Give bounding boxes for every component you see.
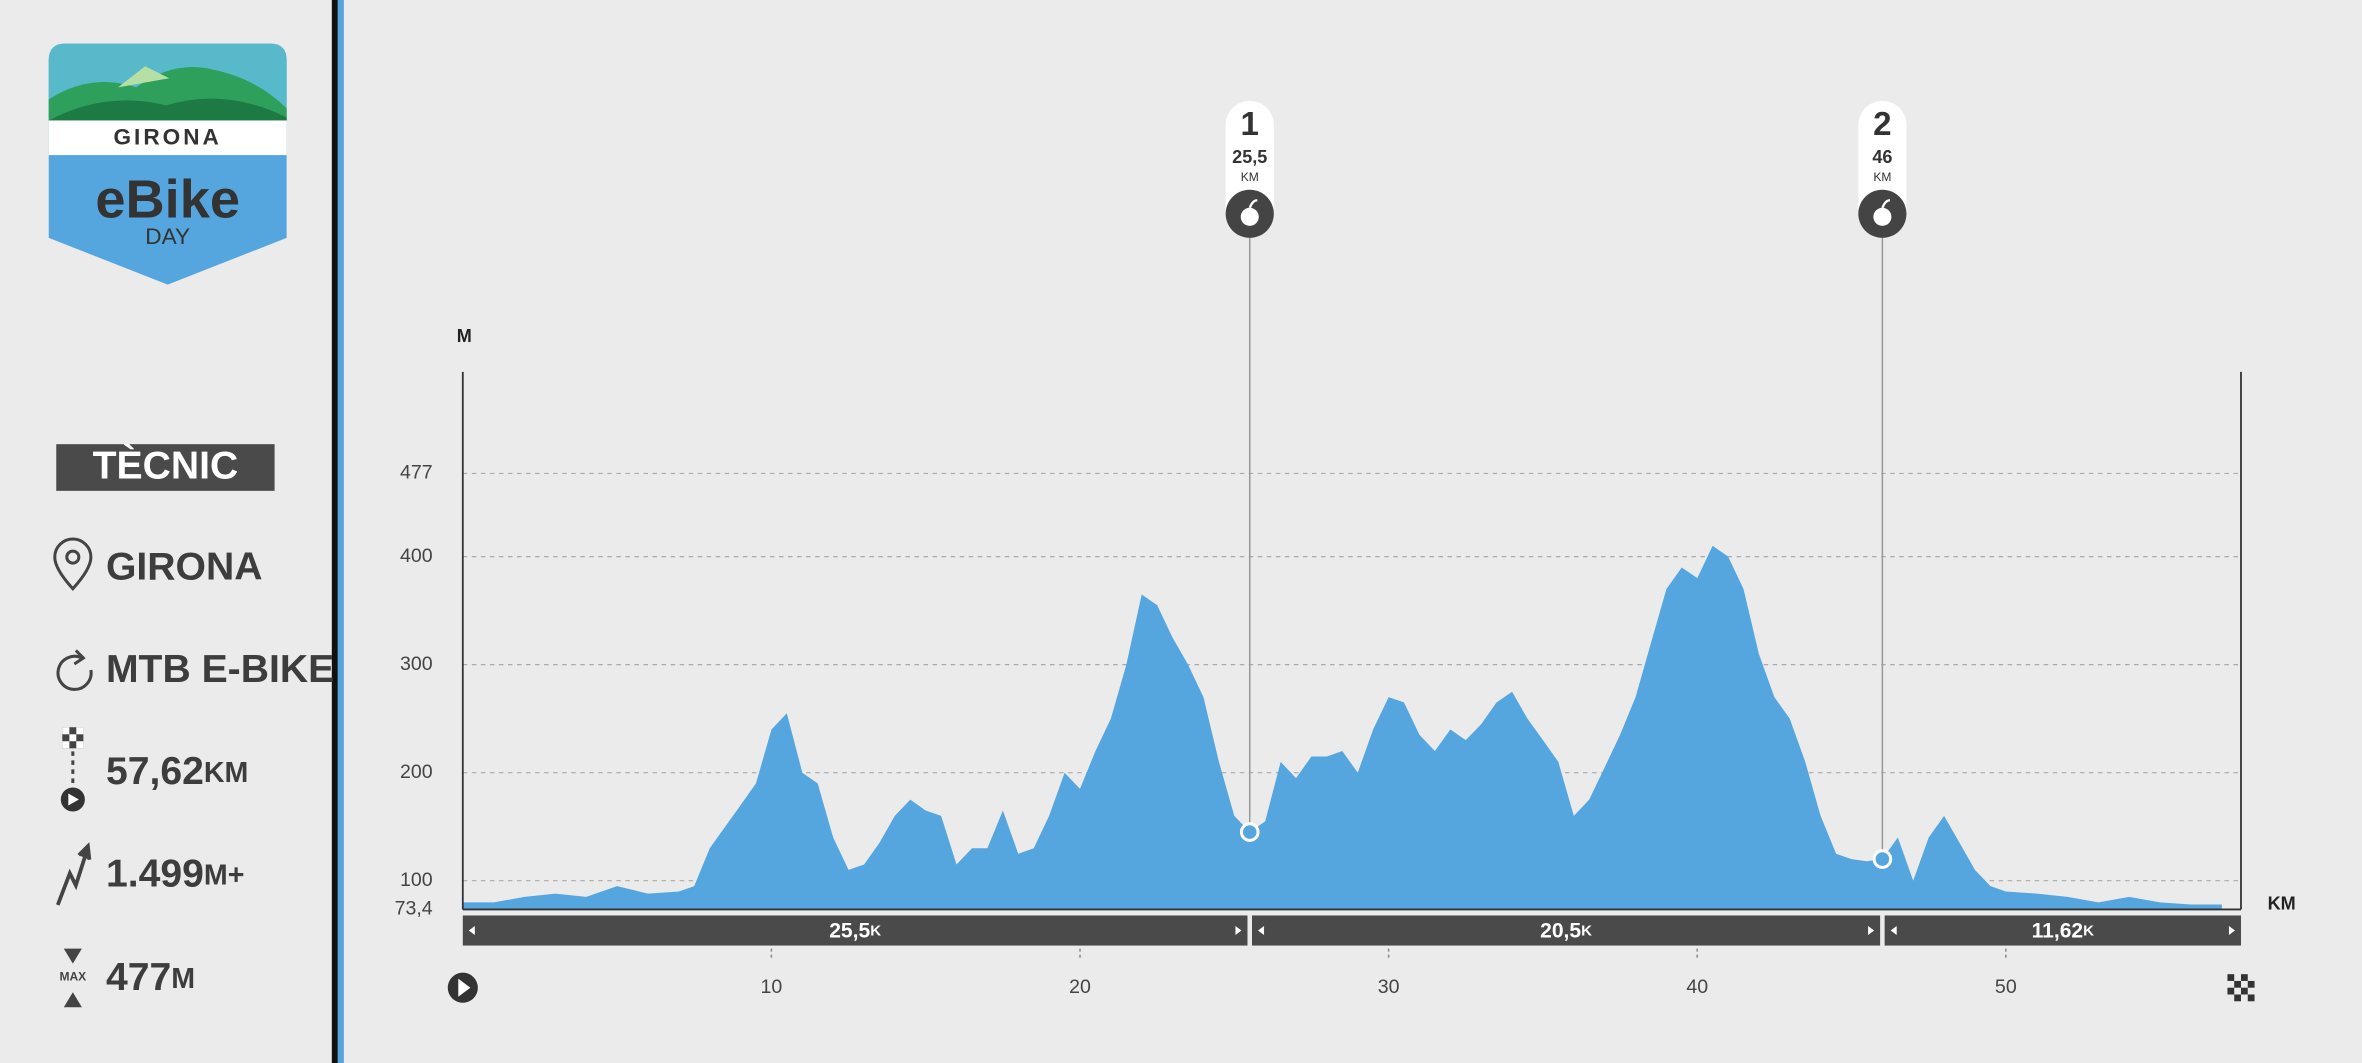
- station-number: 2: [1873, 106, 1891, 143]
- y-tick-label: 200: [400, 761, 433, 783]
- divider-accent: [337, 0, 344, 1063]
- max-unit: M: [171, 963, 195, 995]
- y-axis-label: M: [457, 326, 472, 346]
- segment-label: 11,62K: [2032, 919, 2095, 942]
- y-tick-label: 477: [400, 462, 433, 484]
- finish-cell: [2234, 980, 2241, 988]
- segment-bar: [1252, 915, 1881, 946]
- segment-unit: K: [870, 922, 881, 939]
- y-tick-label: 400: [400, 545, 433, 567]
- distance-unit: KM: [204, 756, 248, 788]
- segment-bar: [1884, 915, 2241, 946]
- station-km: 46: [1872, 147, 1892, 167]
- elevation-area: [462, 545, 2222, 910]
- max-value: 477: [106, 957, 171, 1000]
- segment-unit: K: [1581, 922, 1592, 939]
- distance: 57,62KM: [106, 750, 248, 793]
- climb: 1.499M+: [106, 853, 244, 896]
- logo-sub: DAY: [145, 224, 190, 249]
- segment-unit: K: [2083, 922, 2094, 939]
- apple-icon: [1873, 207, 1892, 226]
- level: TÈCNIC: [93, 444, 239, 488]
- finish-cell: [2247, 980, 2255, 988]
- x-tick-label: 40: [1686, 976, 1708, 998]
- segment-value: 20,5: [1540, 919, 1581, 942]
- location: GIRONA: [106, 545, 263, 588]
- route-icon: [56, 649, 93, 691]
- finish-cell: [2227, 974, 2235, 981]
- station-point: [1872, 849, 1893, 869]
- segment-value: 11,62: [2032, 919, 2084, 942]
- location-icon: [53, 537, 93, 591]
- level-box: [56, 444, 275, 491]
- finish-cell: [2227, 987, 2235, 995]
- station-unit: KM: [1241, 170, 1259, 184]
- climb-value: 1.499: [106, 853, 204, 896]
- finish-cell: [2240, 987, 2248, 995]
- logo: GIRONA eBike DAY: [48, 43, 287, 285]
- station-km: 25,5: [1232, 147, 1267, 167]
- route-type: MTB E-BIKE: [106, 648, 334, 691]
- finish-icon: [2227, 974, 2255, 1002]
- station-unit: KM: [1873, 170, 1891, 184]
- y-tick-label: 100: [400, 869, 433, 891]
- station-point: [1239, 822, 1260, 842]
- apple-leaf: [1881, 199, 1891, 209]
- distance-value: 57,62: [106, 750, 204, 793]
- segment-label: 25,5K: [829, 919, 881, 942]
- finish-cell: [2247, 994, 2255, 1002]
- x-tick-label: 30: [1378, 976, 1400, 998]
- apple-leaf: [1248, 199, 1258, 209]
- start-icon-arrow: [458, 978, 471, 997]
- y-tick-label: 73,4: [395, 898, 433, 920]
- segment-value: 25,5: [829, 919, 870, 942]
- x-axis-label: KM: [2268, 894, 2296, 914]
- segment-label: 20,5K: [1540, 919, 1592, 942]
- climb-icon: [56, 842, 92, 906]
- x-tick-label: 10: [761, 976, 783, 998]
- station-number: 1: [1241, 106, 1259, 143]
- logo-main: eBike: [95, 170, 240, 230]
- max-tag: MAX: [59, 969, 86, 983]
- x-tick-label: 20: [1069, 976, 1091, 998]
- y-tick-label: 300: [400, 653, 433, 675]
- climb-unit: M+: [204, 859, 245, 891]
- max-elevation: 477M: [106, 957, 195, 1000]
- segment-bar: [462, 915, 1248, 946]
- divider: [331, 0, 338, 1063]
- finish-cell: [2234, 994, 2241, 1002]
- distance-icon: [60, 727, 85, 812]
- apple-icon: [1240, 207, 1259, 226]
- finish-cell: [2240, 974, 2248, 981]
- logo-top: GIRONA: [113, 124, 221, 149]
- x-tick-label: 50: [1995, 976, 2017, 998]
- max-icon: [63, 948, 82, 1008]
